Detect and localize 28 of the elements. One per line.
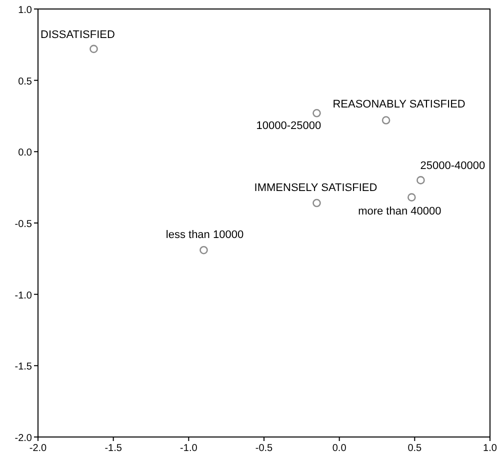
- point: [312, 108, 321, 118]
- y-tick-label: -1.0: [14, 290, 32, 302]
- x-tick-label: -2.0: [29, 443, 48, 454]
- y-tick-label: 0.0: [18, 148, 32, 159]
- annotation: more than 40000: [358, 205, 442, 218]
- x-tick-label: 1.0: [483, 443, 498, 454]
- point: [90, 44, 98, 54]
- x-tick-label: -1.0: [180, 443, 198, 454]
- annotation: IMMENSELY SATISFIED: [254, 182, 378, 194]
- x-tick-label: -0.5: [255, 443, 274, 454]
- point: [312, 198, 321, 208]
- y-tick-label: 1.0: [18, 5, 32, 16]
- annotation: REASONABLY SATISFIED: [332, 98, 466, 110]
- annotation: less than 10000: [166, 229, 244, 242]
- y-tick-label: -2.0: [14, 433, 32, 444]
- x-tick-label: 0.0: [332, 443, 347, 454]
- point: [382, 116, 390, 124]
- annotation: 25000-40000: [420, 160, 486, 172]
- point: [408, 193, 416, 202]
- y-tick-label: -1.5: [14, 362, 32, 373]
- x-tick-label: -1.5: [104, 443, 122, 454]
- point: [200, 246, 208, 254]
- y-tick-label: -0.5: [14, 219, 32, 230]
- annotation: DISSATISFIED: [40, 28, 115, 41]
- annotation: 10000-25000: [256, 120, 322, 132]
- x-tick-label: 0.5: [408, 443, 422, 454]
- point: [416, 176, 425, 184]
- y-tick-label: 0.5: [18, 76, 32, 88]
